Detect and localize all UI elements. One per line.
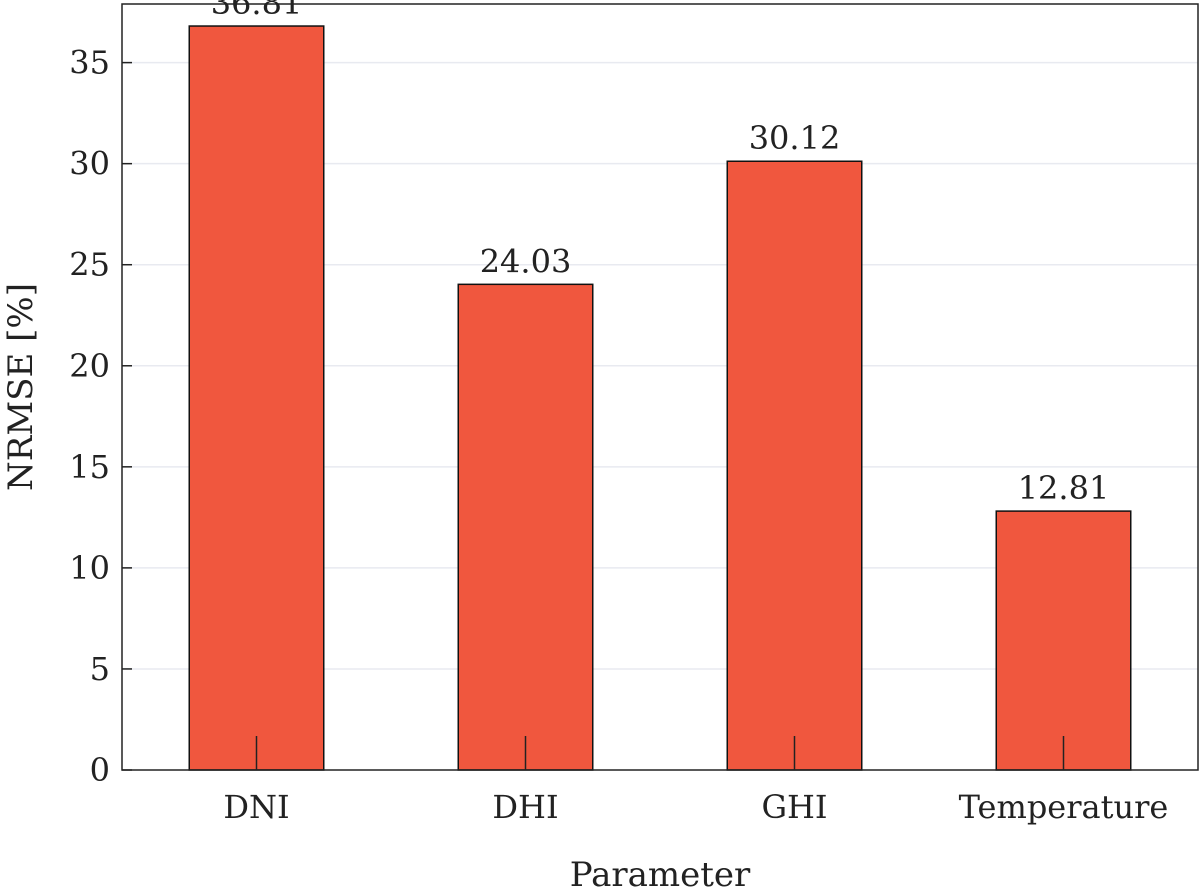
bar-dhi — [457, 283, 594, 771]
y-axis-ticks: 0 5 10 15 20 25 30 35 — [69, 44, 132, 789]
data-label: 30.12 — [749, 119, 841, 157]
y-tick-label: 0 — [90, 751, 110, 789]
y-tick-label: 5 — [90, 650, 110, 688]
bar-temperature — [995, 510, 1132, 771]
x-axis-title: Parameter — [570, 855, 751, 893]
y-tick-label: 30 — [69, 145, 110, 183]
y-tick-label: 10 — [69, 549, 110, 587]
plot-frame — [121, 3, 1199, 771]
data-label: 24.03 — [480, 242, 572, 280]
y-tick-label: 25 — [69, 246, 110, 284]
x-tick-label: Temperature — [959, 788, 1169, 826]
x-tick-label: DHI — [492, 788, 558, 826]
x-axis-ticks: DNI DHI GHI Temperature — [223, 736, 1168, 826]
y-tick-label: 35 — [69, 44, 110, 82]
bar-dni — [188, 25, 325, 771]
y-tick-label: 20 — [69, 347, 110, 385]
y-tick-label: 15 — [69, 448, 110, 486]
data-labels: 36.81 24.03 30.12 12.81 — [211, 0, 1110, 507]
data-label: 12.81 — [1018, 469, 1110, 507]
bar-ghi — [726, 160, 863, 771]
y-axis-title: NRMSE [%] — [1, 283, 41, 491]
plot-border — [121, 3, 1199, 771]
x-tick-label: DNI — [223, 788, 289, 826]
bars — [188, 25, 1132, 771]
x-tick-label: GHI — [761, 788, 827, 826]
data-label: 36.81 — [211, 0, 303, 22]
